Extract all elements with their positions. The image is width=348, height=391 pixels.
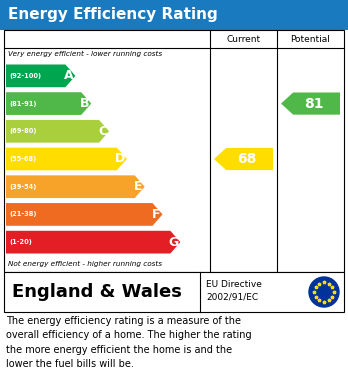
Polygon shape (6, 148, 127, 170)
Text: G: G (168, 236, 178, 249)
Text: F: F (152, 208, 160, 221)
Text: (55-68): (55-68) (9, 156, 36, 162)
Text: 68: 68 (237, 152, 257, 166)
Text: D: D (114, 152, 125, 165)
Text: Current: Current (227, 34, 261, 43)
Bar (0, 0, 348, 30)
Polygon shape (6, 65, 76, 87)
Text: EU Directive
2002/91/EC: EU Directive 2002/91/EC (206, 280, 262, 302)
Polygon shape (6, 203, 163, 226)
Text: (69-80): (69-80) (9, 128, 37, 134)
Polygon shape (6, 92, 91, 115)
Text: (1-20): (1-20) (9, 239, 32, 245)
Polygon shape (6, 175, 145, 198)
Text: (21-38): (21-38) (9, 212, 37, 217)
Polygon shape (6, 231, 180, 253)
Text: Not energy efficient - higher running costs: Not energy efficient - higher running co… (8, 261, 162, 267)
Circle shape (309, 277, 339, 307)
Bar (4, 30, 344, 272)
Text: Very energy efficient - lower running costs: Very energy efficient - lower running co… (8, 51, 162, 57)
Text: 81: 81 (304, 97, 324, 111)
Text: England & Wales: England & Wales (12, 283, 182, 301)
Text: C: C (98, 125, 107, 138)
Bar (4, 272, 344, 312)
Text: Energy Efficiency Rating: Energy Efficiency Rating (8, 7, 218, 23)
Text: Potential: Potential (291, 34, 331, 43)
Text: E: E (134, 180, 143, 193)
Text: (39-54): (39-54) (9, 184, 37, 190)
Text: (81-91): (81-91) (9, 100, 37, 107)
Text: B: B (80, 97, 89, 110)
Polygon shape (281, 93, 340, 115)
Text: A: A (64, 69, 73, 83)
Polygon shape (214, 148, 273, 170)
Text: The energy efficiency rating is a measure of the
overall efficiency of a home. T: The energy efficiency rating is a measur… (6, 316, 252, 369)
Text: (92-100): (92-100) (9, 73, 41, 79)
Polygon shape (6, 120, 109, 143)
